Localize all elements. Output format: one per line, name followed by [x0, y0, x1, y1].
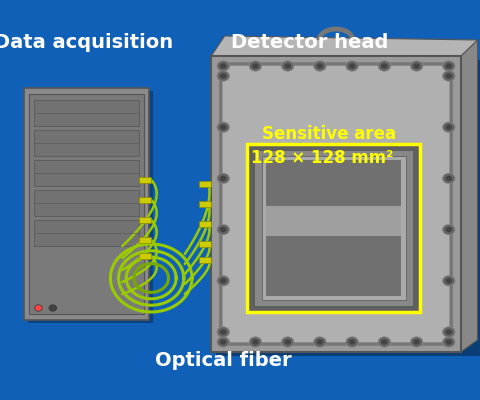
Circle shape — [220, 63, 227, 69]
Circle shape — [217, 337, 229, 347]
Circle shape — [443, 122, 455, 132]
Circle shape — [217, 173, 229, 184]
Bar — [34, 130, 139, 156]
Circle shape — [220, 73, 227, 79]
Circle shape — [445, 339, 452, 345]
Circle shape — [378, 61, 391, 71]
Circle shape — [284, 63, 291, 69]
Circle shape — [217, 122, 229, 132]
Circle shape — [443, 327, 455, 337]
Circle shape — [381, 63, 388, 69]
Circle shape — [349, 63, 356, 69]
Circle shape — [443, 276, 455, 286]
Bar — [254, 150, 413, 306]
Polygon shape — [211, 36, 478, 56]
Bar — [28, 91, 153, 323]
Bar — [266, 160, 401, 296]
Circle shape — [413, 63, 420, 69]
Circle shape — [220, 124, 227, 130]
Bar — [247, 144, 420, 312]
Polygon shape — [461, 40, 478, 352]
Circle shape — [346, 337, 359, 347]
Circle shape — [443, 61, 455, 71]
Text: Sensitive area: Sensitive area — [262, 125, 396, 143]
Circle shape — [445, 124, 452, 130]
Bar — [199, 241, 211, 247]
Circle shape — [284, 339, 291, 345]
Circle shape — [35, 305, 42, 311]
Circle shape — [281, 337, 294, 347]
Circle shape — [413, 339, 420, 345]
Bar — [139, 177, 151, 183]
Circle shape — [220, 227, 227, 232]
Circle shape — [220, 278, 227, 284]
Circle shape — [443, 71, 455, 81]
Bar — [24, 88, 149, 320]
Circle shape — [217, 276, 229, 286]
Circle shape — [445, 73, 452, 79]
Text: Data acquisition: Data acquisition — [0, 32, 174, 52]
Bar — [199, 201, 211, 207]
Circle shape — [49, 305, 57, 311]
Circle shape — [217, 71, 229, 81]
Circle shape — [443, 224, 455, 235]
Bar — [34, 190, 139, 216]
Circle shape — [249, 337, 262, 347]
Circle shape — [217, 224, 229, 235]
Circle shape — [316, 63, 323, 69]
Bar — [266, 206, 401, 236]
Text: 128 × 128 mm²: 128 × 128 mm² — [252, 149, 394, 167]
Circle shape — [313, 61, 326, 71]
Bar — [216, 60, 480, 356]
Text: Detector head: Detector head — [231, 32, 388, 52]
Bar — [34, 220, 139, 246]
Circle shape — [443, 173, 455, 184]
Bar — [211, 56, 461, 352]
Circle shape — [378, 337, 391, 347]
Circle shape — [410, 61, 423, 71]
Bar — [139, 237, 151, 243]
Bar — [199, 257, 211, 263]
Circle shape — [220, 339, 227, 345]
Circle shape — [217, 327, 229, 337]
FancyBboxPatch shape — [221, 64, 451, 344]
Bar — [199, 181, 211, 187]
Bar — [139, 217, 151, 223]
Bar — [29, 94, 144, 314]
Bar — [34, 160, 139, 186]
Circle shape — [220, 176, 227, 181]
Circle shape — [313, 337, 326, 347]
Circle shape — [445, 63, 452, 69]
Bar — [139, 253, 151, 259]
Circle shape — [281, 61, 294, 71]
Circle shape — [220, 329, 227, 335]
Bar — [139, 197, 151, 203]
Circle shape — [445, 278, 452, 284]
Circle shape — [316, 339, 323, 345]
Circle shape — [346, 61, 359, 71]
Circle shape — [217, 61, 229, 71]
Circle shape — [252, 339, 259, 345]
Bar — [34, 100, 139, 126]
Text: Optical fiber: Optical fiber — [155, 351, 291, 370]
Circle shape — [249, 61, 262, 71]
Circle shape — [410, 337, 423, 347]
Circle shape — [445, 227, 452, 232]
Circle shape — [443, 337, 455, 347]
Bar — [262, 156, 406, 300]
Bar — [199, 221, 211, 227]
Circle shape — [445, 176, 452, 181]
Circle shape — [349, 339, 356, 345]
Circle shape — [445, 329, 452, 335]
Circle shape — [252, 63, 259, 69]
Bar — [247, 144, 420, 312]
Circle shape — [381, 339, 388, 345]
